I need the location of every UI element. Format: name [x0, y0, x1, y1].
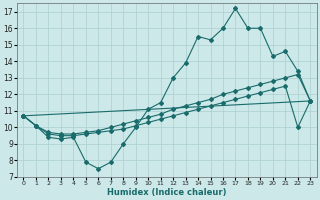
- X-axis label: Humidex (Indice chaleur): Humidex (Indice chaleur): [107, 188, 227, 197]
